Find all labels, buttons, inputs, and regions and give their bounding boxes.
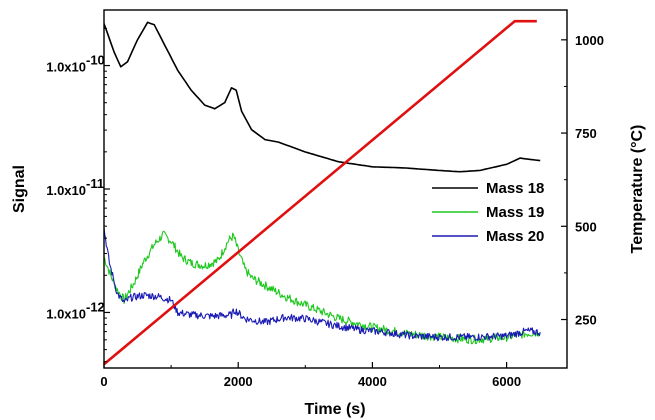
x-axis-title: Time (s) — [304, 401, 365, 418]
legend-label-mass-20: Mass 20 — [486, 228, 544, 245]
series-mass-18 — [103, 21, 541, 173]
legend: Mass 18 Mass 19 Mass 20 — [432, 180, 544, 245]
right-axis-title-unit: °C — [629, 129, 646, 147]
series-mass-19 — [103, 230, 541, 345]
x-tick-label: 4000 — [358, 374, 387, 389]
series-temperature — [103, 19, 537, 366]
x-tick-label: 6000 — [492, 374, 521, 389]
y-right-tick-label: 750 — [575, 126, 597, 141]
y-left-tick-exponent: -10 — [86, 53, 105, 68]
y-left-tick-label: 1.0x10 — [46, 60, 86, 75]
left-axis-title: Signal — [11, 165, 28, 213]
x-tick-label: 0 — [100, 374, 107, 389]
x-tick-label: 2000 — [224, 374, 253, 389]
plot-frame — [103, 9, 568, 369]
series-mass-20 — [103, 227, 541, 342]
y-right-tick-label: 500 — [575, 219, 597, 234]
right-axis-title-suffix: ) — [629, 125, 646, 130]
series-layer — [103, 19, 541, 366]
y-right-tick-label: 1000 — [575, 33, 604, 48]
y-left-tick-label: 1.0x10 — [46, 183, 86, 198]
right-axis-title-prefix: Temperature ( — [629, 147, 646, 253]
y-left-tick-label: 1.0x10 — [46, 306, 86, 321]
right-axis-title: Temperature (°C) — [629, 125, 646, 254]
legend-label-mass-18: Mass 18 — [486, 180, 544, 197]
legend-label-mass-19: Mass 19 — [486, 204, 544, 221]
y-right-tick-label: 250 — [575, 313, 597, 328]
y-left-tick-exponent: -11 — [86, 176, 104, 191]
y-left-tick-exponent: -12 — [86, 299, 105, 314]
